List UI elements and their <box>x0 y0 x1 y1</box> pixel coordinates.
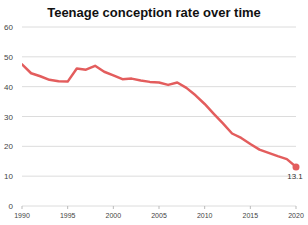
x-tick <box>204 206 205 209</box>
x-tick-label: 2015 <box>243 212 259 219</box>
grid-line <box>22 56 296 57</box>
x-tick <box>250 206 251 209</box>
line <box>22 64 296 167</box>
grid-line <box>22 86 296 87</box>
y-tick-label: 0 <box>9 202 14 211</box>
y-tick-label: 40 <box>4 83 13 92</box>
y-axis: 0 10 20 30 40 50 60 <box>4 23 296 211</box>
plot-area <box>22 64 296 167</box>
x-tick-label: 2000 <box>106 212 122 219</box>
x-axis: 1990 1995 2000 2005 2010 2015 2020 <box>14 206 304 219</box>
title: Teenage conception rate over time <box>47 5 261 20</box>
annotation-markers <box>293 163 300 170</box>
y-tick-label: 50 <box>4 53 13 62</box>
y-tick-label: 20 <box>4 142 13 151</box>
x-tick <box>296 206 297 209</box>
x-tick <box>113 206 114 209</box>
y-tick-label: 30 <box>4 113 13 122</box>
x-tick <box>22 206 23 209</box>
x-tick-label: 2005 <box>151 212 167 219</box>
annotation: 13.1 <box>287 172 303 181</box>
x-tick-label: 1990 <box>14 212 30 219</box>
chart-svg: Teenage conception rate over time 0 10 20 30… <box>0 0 308 225</box>
grid-line <box>22 116 296 117</box>
x-tick <box>159 206 160 209</box>
grid-line <box>22 27 296 28</box>
y-tick-label: 10 <box>4 172 13 181</box>
x-tick-label: 1995 <box>60 212 76 219</box>
y-tick-label: 60 <box>4 23 13 32</box>
grid-line <box>22 176 296 177</box>
x-tick <box>67 206 68 209</box>
chart-container: Teenage conception rate over time 0 10 20 30… <box>0 0 308 225</box>
end-marker <box>293 163 300 170</box>
x-tick-label: 2010 <box>197 212 213 219</box>
x-tick-label: 2020 <box>288 212 304 219</box>
